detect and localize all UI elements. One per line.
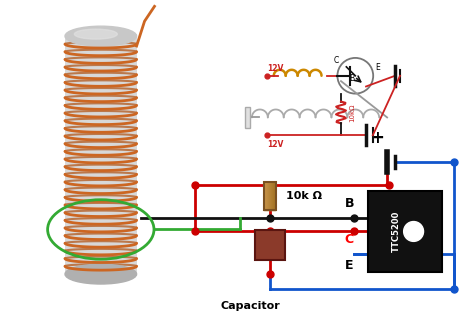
Ellipse shape (65, 26, 137, 46)
Text: 10k Ω: 10k Ω (286, 191, 322, 201)
Text: B: B (349, 74, 355, 83)
Text: E: E (345, 259, 354, 272)
Text: 10kΩ: 10kΩ (349, 103, 355, 122)
Circle shape (404, 221, 424, 242)
Text: Capacitor: Capacitor (220, 301, 280, 311)
Text: +: + (370, 129, 384, 147)
Text: 12V: 12V (267, 140, 283, 149)
Ellipse shape (65, 264, 137, 284)
FancyBboxPatch shape (255, 230, 285, 260)
Text: C: C (334, 56, 339, 65)
FancyBboxPatch shape (246, 107, 250, 128)
Ellipse shape (74, 29, 117, 39)
Text: TTC5200: TTC5200 (392, 211, 401, 252)
Text: 12V: 12V (267, 64, 283, 73)
FancyBboxPatch shape (368, 191, 442, 272)
FancyBboxPatch shape (65, 34, 137, 276)
Text: E: E (375, 63, 380, 72)
Text: B: B (345, 197, 354, 210)
Text: C: C (345, 233, 354, 247)
